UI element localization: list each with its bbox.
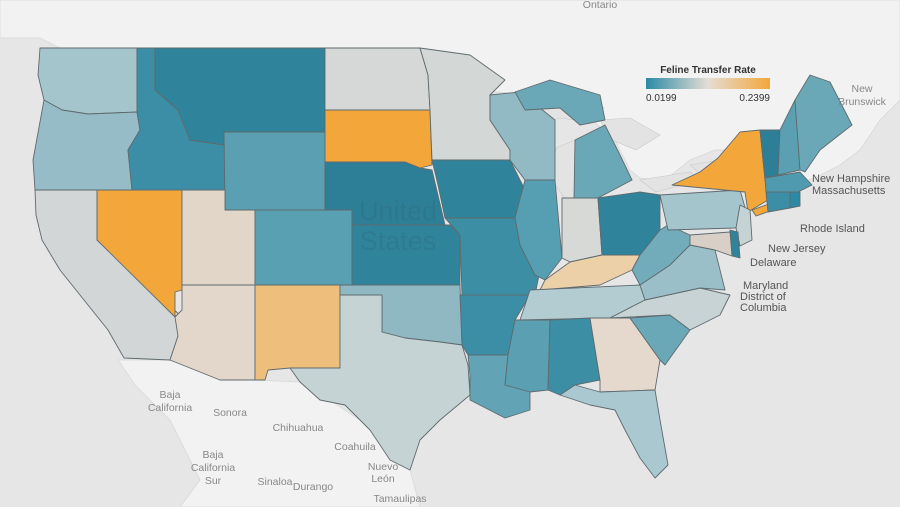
state-IN[interactable] — [561, 197, 603, 263]
state-NJ[interactable] — [735, 204, 753, 247]
geo-label-bcs-1: Baja — [202, 449, 223, 461]
callout-dc-2: Columbia — [740, 302, 787, 314]
state-IA[interactable] — [431, 159, 526, 219]
state-CT[interactable] — [765, 191, 791, 213]
geo-label-bcs-2: California — [191, 462, 236, 474]
state-WA[interactable] — [37, 47, 138, 115]
callout-delaware: Delaware — [750, 257, 796, 269]
geo-label-new-brunswick-1: New — [851, 83, 872, 95]
legend-min-label: 0.0199 — [646, 93, 677, 104]
geo-label-durango: Durango — [293, 481, 333, 493]
country-label-line1: United — [359, 196, 437, 226]
callout-massachusetts: Massachusetts — [812, 185, 886, 197]
state-SD[interactable] — [324, 109, 433, 169]
callout-rhode-island: Rhode Island — [800, 223, 865, 235]
legend-max-label: 0.2399 — [739, 93, 770, 104]
callout-new-jersey: New Jersey — [768, 243, 826, 255]
state-NM[interactable] — [254, 284, 341, 381]
geo-label-nuevo-leon-2: León — [371, 473, 395, 485]
state-RI[interactable] — [789, 191, 801, 209]
geo-label-baja-california-2: California — [148, 402, 193, 414]
state-WY[interactable] — [223, 131, 326, 211]
geo-label-sonora: Sonora — [213, 407, 247, 419]
geo-label-ontario: Ontario — [583, 0, 618, 11]
geo-label-nuevo-leon-1: Nuevo — [368, 461, 399, 473]
geo-label-baja-california-1: Baja — [159, 389, 180, 401]
state-ND[interactable] — [324, 47, 431, 111]
callout-dc-1: District of — [740, 291, 787, 303]
state-KS[interactable] — [351, 224, 461, 286]
callout-maryland: Maryland — [743, 280, 788, 292]
state-MA[interactable] — [764, 171, 813, 193]
geo-label-sinaloa: Sinaloa — [257, 476, 292, 488]
states[interactable] — [32, 47, 853, 479]
state-FL[interactable] — [559, 384, 669, 479]
geo-label-bcs-3: Sur — [205, 475, 222, 487]
state-ME[interactable] — [794, 74, 853, 173]
geo-label-chihuahua: Chihuahua — [273, 422, 324, 434]
geo-label-new-brunswick-2: Brunswick — [838, 96, 887, 108]
state-OR[interactable] — [32, 99, 141, 191]
state-IL[interactable] — [514, 179, 563, 281]
country-label-line2: States — [360, 226, 437, 256]
state-CO[interactable] — [254, 209, 353, 286]
state-MD[interactable] — [689, 231, 733, 257]
legend-gradient-bar — [646, 78, 770, 89]
state-PA[interactable] — [659, 189, 749, 231]
callout-new-hampshire: New Hampshire — [812, 173, 890, 185]
color-legend: Feline Transfer Rate 0.0199 0.2399 — [646, 65, 770, 104]
legend-title: Feline Transfer Rate — [660, 65, 756, 76]
geo-label-tamaulipas: Tamaulipas — [373, 493, 426, 505]
geo-label-coahuila: Coahuila — [334, 441, 376, 453]
